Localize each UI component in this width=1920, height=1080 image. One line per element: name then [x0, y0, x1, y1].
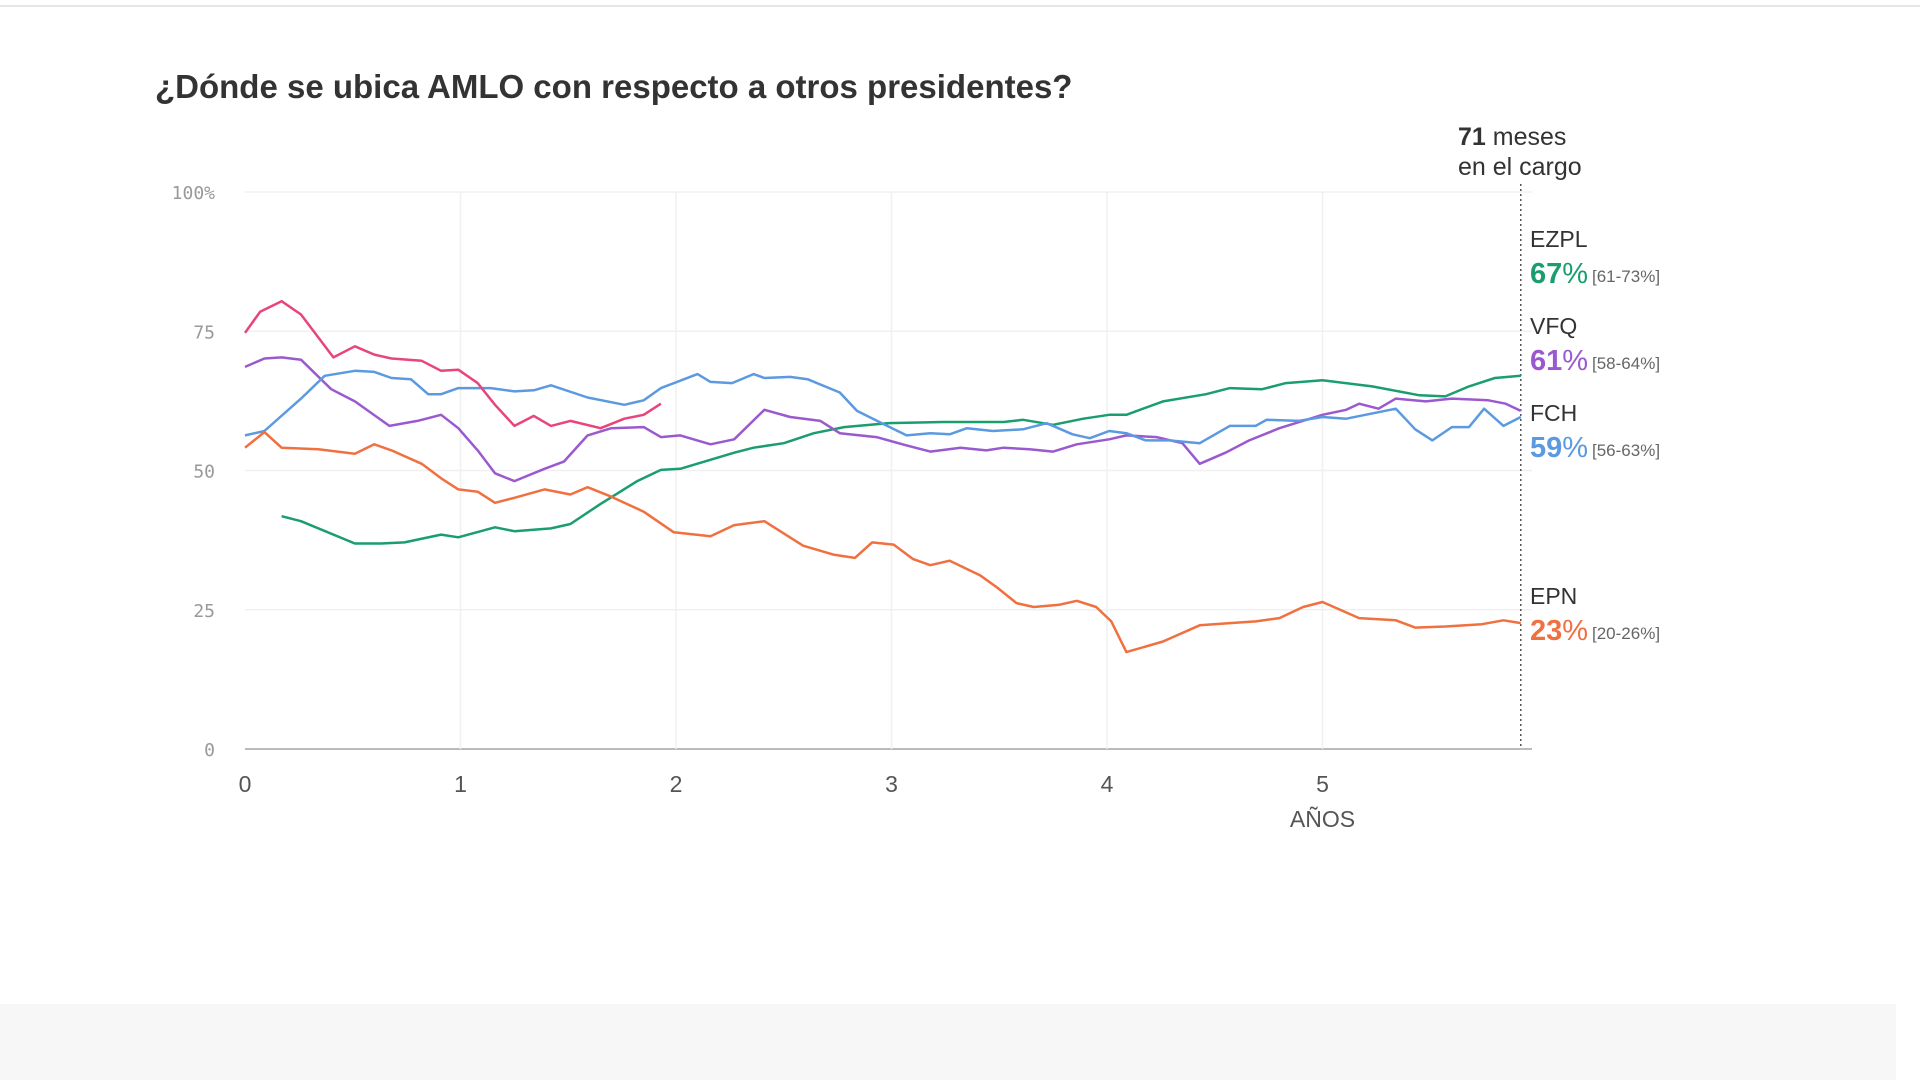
- series-label-value: 67%: [1530, 258, 1588, 290]
- series-label-name: EPN: [1530, 583, 1577, 609]
- series-label-name: EZPL: [1530, 226, 1588, 252]
- top-divider: [0, 5, 1920, 7]
- chart-title: ¿Dónde se ubica AMLO con respecto a otro…: [155, 68, 1073, 105]
- series-label-value: 61%: [1530, 345, 1588, 377]
- series-label-range: [58-64%]: [1592, 354, 1660, 373]
- series-line-epn: [244, 430, 1521, 654]
- y-tick-label: 0: [204, 740, 215, 761]
- series-label-range: [56-63%]: [1592, 441, 1660, 460]
- x-tick-label: 5: [1316, 771, 1329, 797]
- x-tick-label: 3: [885, 771, 898, 797]
- y-tick-label: 25: [193, 601, 215, 622]
- y-tick-label: 50: [193, 462, 215, 483]
- series-label-name: FCH: [1530, 400, 1577, 426]
- x-axis-label: AÑOS: [1290, 806, 1355, 832]
- months-annotation-line2: en el cargo: [1458, 153, 1582, 181]
- series-label-value: 59%: [1530, 432, 1588, 464]
- series-label-name: VFQ: [1530, 313, 1577, 339]
- y-tick-label: 100%: [172, 183, 216, 204]
- series-line-fch: [244, 369, 1522, 445]
- series-line-vfq: [244, 356, 1522, 483]
- x-tick-label: 4: [1101, 771, 1114, 797]
- x-tick-label: 1: [454, 771, 467, 797]
- series-label-value: 23%: [1530, 615, 1588, 647]
- series-label-range: [20-26%]: [1592, 624, 1660, 643]
- x-tick-label: 0: [239, 771, 252, 797]
- x-tick-label: 2: [670, 771, 683, 797]
- months-annotation-line1: 71 meses: [1458, 123, 1566, 151]
- series-line-amlo: [243, 299, 662, 430]
- footer-panel: [0, 1004, 1896, 1080]
- y-tick-label: 75: [193, 322, 215, 343]
- series-line-ezpl: [281, 374, 1521, 545]
- series-label-range: [61-73%]: [1592, 267, 1660, 286]
